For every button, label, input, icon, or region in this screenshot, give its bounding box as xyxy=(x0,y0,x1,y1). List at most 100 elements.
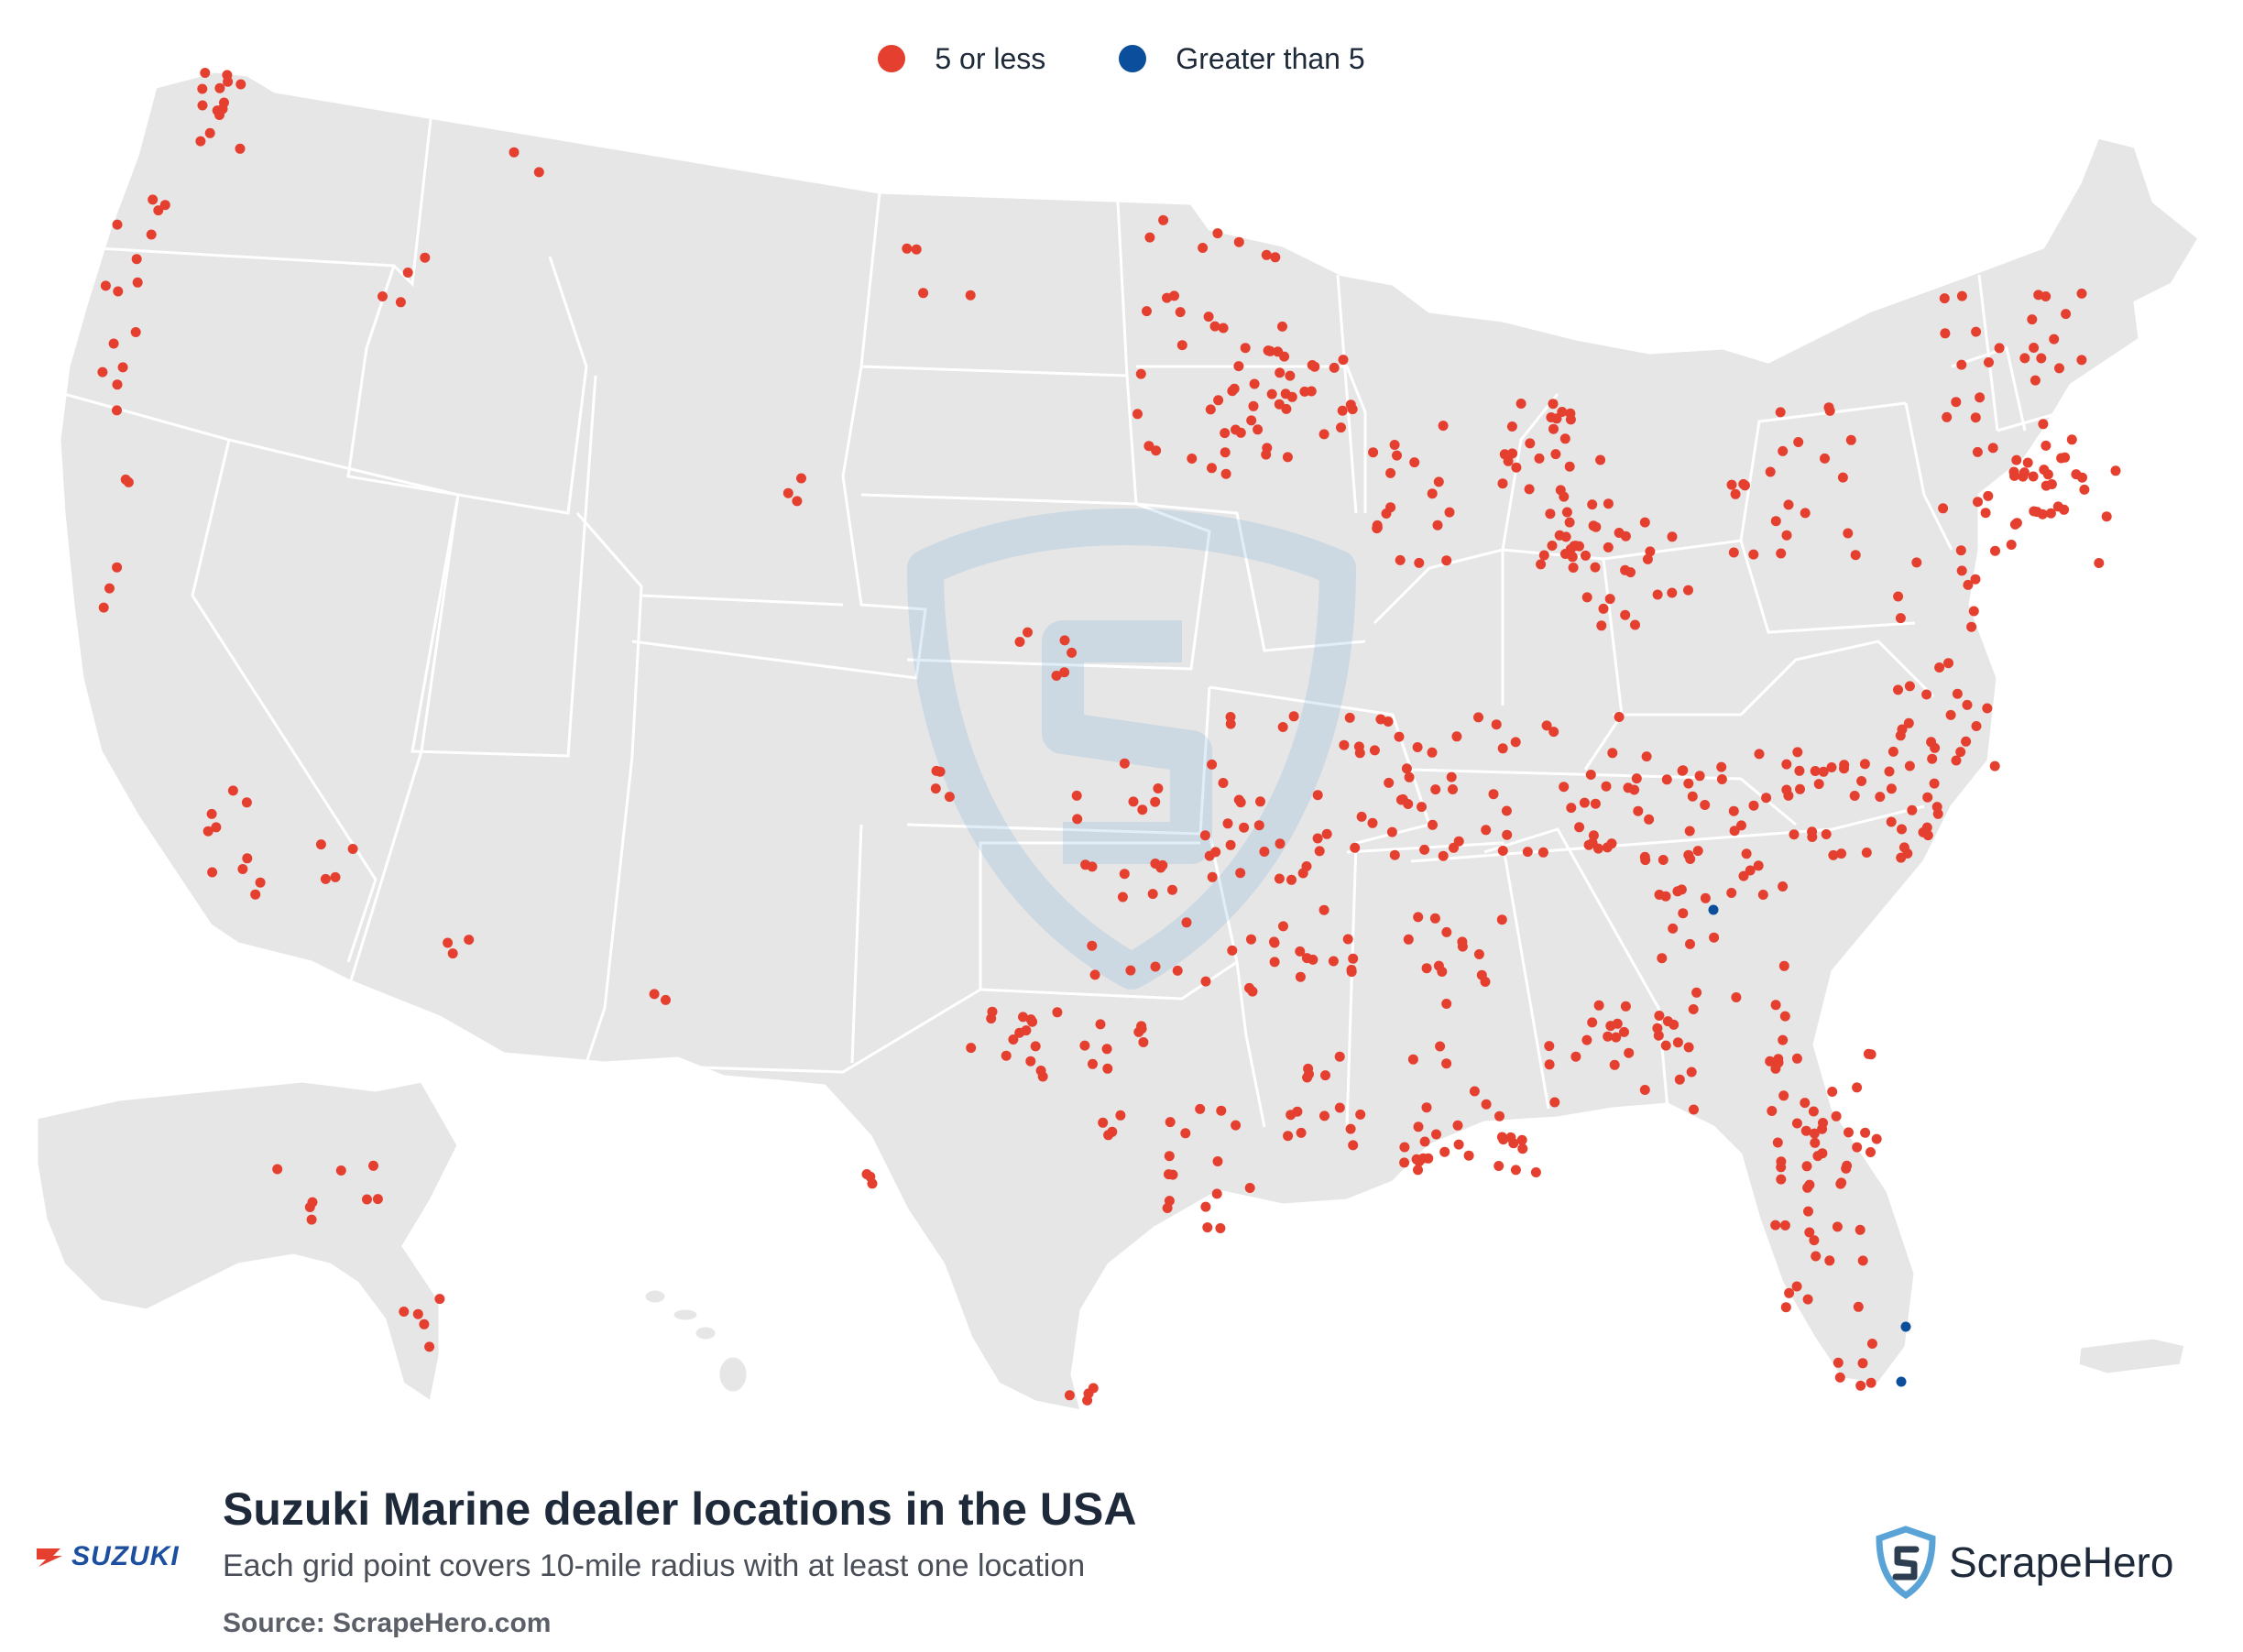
source-credit: Source: ScrapeHero.com xyxy=(223,1608,552,1638)
dealer-dot xyxy=(1801,1161,1812,1172)
dealer-dot xyxy=(272,1164,283,1175)
chart-subtitle: Each grid point covers 10-mile radius wi… xyxy=(223,1548,1086,1583)
dealer-dot xyxy=(1975,392,1986,403)
dealer-dot xyxy=(1395,794,1406,805)
dealer-dot xyxy=(1350,842,1361,853)
dealer-dot xyxy=(1200,976,1211,987)
dealer-dot xyxy=(1275,838,1286,849)
dealer-dot xyxy=(1929,778,1940,789)
dealer-dot xyxy=(347,844,358,854)
dealer-dot xyxy=(1809,1235,1820,1246)
dealer-dot xyxy=(1826,762,1837,772)
dealer-dot xyxy=(1677,765,1688,776)
dealer-dot xyxy=(1385,502,1396,513)
dealer-dot xyxy=(1731,992,1742,1002)
dealer-dot xyxy=(108,338,119,349)
dealer-dot xyxy=(1729,826,1740,837)
dealer-dot xyxy=(1449,842,1459,853)
dealer-dot xyxy=(1501,805,1512,816)
hawaii-island xyxy=(671,1307,700,1323)
dealer-dot xyxy=(1922,792,1933,803)
dealer-dot xyxy=(1778,445,1789,456)
dealer-dot xyxy=(1897,824,1907,835)
dealer-dot xyxy=(1014,637,1025,647)
scrapehero-logo: ScrapeHero xyxy=(1874,1526,2173,1599)
dealer-dot xyxy=(1934,662,1945,673)
dealer-dot xyxy=(399,1307,410,1317)
dealer-dot xyxy=(1417,802,1427,813)
dealer-dot xyxy=(1779,1011,1790,1022)
puerto-rico-shape xyxy=(2076,1336,2187,1376)
dealer-dot xyxy=(1683,585,1693,596)
dealer-dot xyxy=(1938,503,1949,514)
dealer-dot xyxy=(1955,747,1966,758)
dealer-dot xyxy=(1199,830,1210,841)
dealer-dot xyxy=(235,143,246,154)
dealer-dot xyxy=(1631,773,1642,784)
dealer-dot xyxy=(223,76,234,87)
dealer-dot xyxy=(1151,445,1162,456)
dealer-dot xyxy=(1585,770,1596,780)
suzuki-s-icon xyxy=(37,1548,62,1567)
dealer-dot-high xyxy=(1708,904,1719,915)
dealer-dot xyxy=(1793,437,1804,447)
dealer-dot xyxy=(1770,1063,1781,1074)
dealer-dot xyxy=(1452,1120,1463,1131)
dealer-dot xyxy=(1780,1302,1791,1313)
dealer-dot xyxy=(1517,1143,1528,1154)
dealer-dot xyxy=(1525,438,1536,449)
dealer-dot xyxy=(1207,463,1217,474)
dealer-dot xyxy=(1951,397,1962,408)
dealer-dot xyxy=(1590,562,1601,573)
dealer-dot xyxy=(1807,832,1818,842)
dealer-dot xyxy=(966,1043,977,1054)
dealer-dot xyxy=(1334,1102,1345,1113)
dealer-dots-5-or-less xyxy=(97,68,2121,1406)
dealer-dot xyxy=(1836,1177,1847,1188)
dealer-dot xyxy=(1318,904,1329,915)
dealer-dot xyxy=(1956,565,1967,576)
dealer-dot xyxy=(1067,647,1078,658)
dealer-dot xyxy=(1828,849,1839,860)
dealer-dot xyxy=(1776,548,1787,559)
dealer-dot xyxy=(2041,291,2052,301)
dealer-dot xyxy=(1609,1059,1620,1070)
dealer-dot xyxy=(1212,1156,1223,1166)
dealer-dot xyxy=(1150,796,1161,807)
dealer-dot xyxy=(1348,1140,1359,1151)
dealer-dot xyxy=(1544,1059,1555,1070)
dealer-dot xyxy=(214,82,225,93)
dealer-dot xyxy=(1348,953,1359,964)
dealer-dot xyxy=(2101,511,2112,522)
dealer-dots-greater-than-5 xyxy=(1708,904,1911,1387)
dealer-dot xyxy=(1277,722,1288,732)
dealer-dot xyxy=(1119,869,1130,880)
dealer-dot xyxy=(1421,1102,1432,1113)
dealer-dot xyxy=(1795,783,1805,794)
dealer-dot xyxy=(1536,559,1547,570)
dealer-dot xyxy=(1008,1034,1019,1045)
dealer-dot xyxy=(1548,423,1559,434)
dealer-dot xyxy=(1893,684,1903,695)
legend: 5 or less Greater than 5 xyxy=(0,37,2243,81)
dealer-dot xyxy=(1218,778,1229,788)
dealer-dot xyxy=(1645,546,1656,557)
dealer-dot xyxy=(1401,763,1412,774)
dealer-dot xyxy=(1225,718,1236,729)
dealer-dot xyxy=(1476,969,1487,980)
dealer-dot xyxy=(1983,490,1994,501)
dealer-dot xyxy=(1982,703,1993,714)
dealer-dot xyxy=(206,808,217,819)
dealer-dot xyxy=(1205,404,1216,415)
dealer-dot xyxy=(1334,1051,1345,1062)
dealer-dot xyxy=(1515,399,1526,409)
dealer-dot xyxy=(1457,936,1468,947)
dealer-dot xyxy=(1286,874,1297,885)
dealer-dot xyxy=(1227,945,1238,956)
dealer-dot xyxy=(2079,484,2090,495)
dealer-dot xyxy=(509,147,520,158)
dealer-dot xyxy=(1275,367,1286,378)
dealer-dot xyxy=(112,379,123,390)
dealer-dot xyxy=(1473,949,1484,959)
dealer-dot xyxy=(1320,1070,1330,1081)
